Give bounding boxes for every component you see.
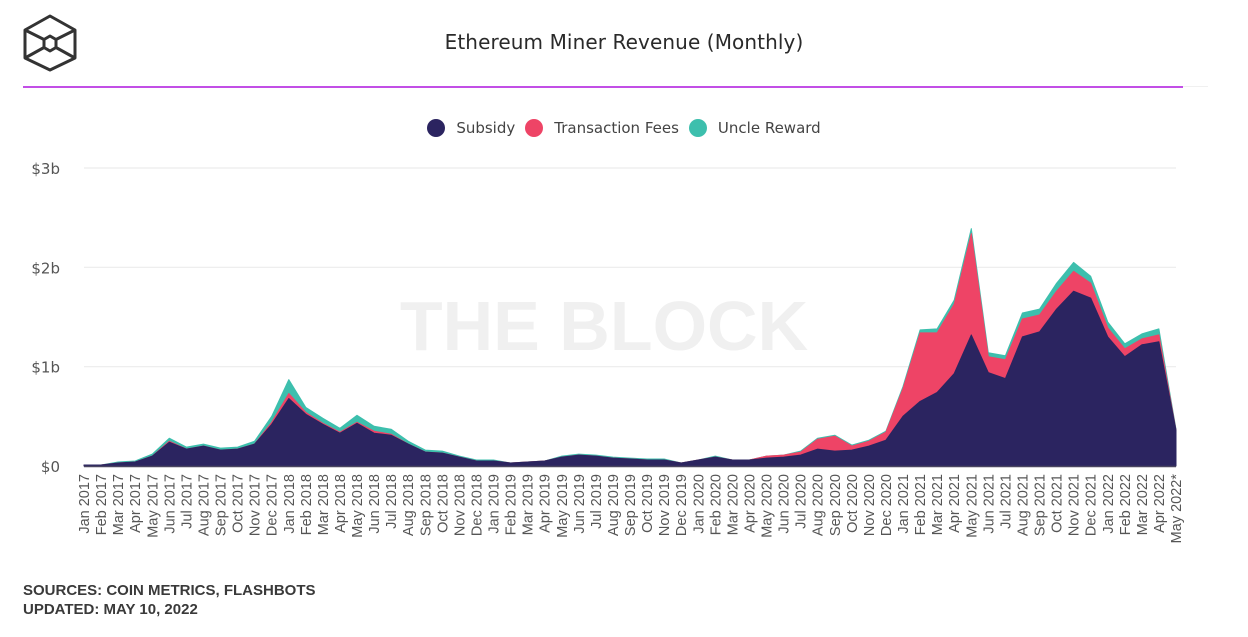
x-tick-label: Mar 2017 [111, 474, 127, 535]
x-tick-label: Feb 2017 [94, 474, 110, 535]
legend-item-transaction-fees[interactable]: Transaction Fees [525, 119, 679, 137]
x-tick-label: Oct 2021 [1050, 474, 1066, 533]
x-tick-label: May 2017 [145, 474, 161, 538]
y-tick-label: $1b [31, 359, 60, 377]
x-tick-label: Apr 2019 [538, 474, 554, 533]
x-tick-label: Jul 2018 [384, 474, 400, 529]
x-tick-label: Feb 2019 [504, 474, 520, 535]
legend: Subsidy Transaction Fees Uncle Reward [0, 119, 1248, 137]
x-tick-label: Nov 2019 [657, 474, 673, 536]
x-tick-label: Jan 2019 [487, 474, 503, 534]
x-tick-label: Jan 2017 [77, 474, 93, 534]
x-tick-label: Nov 2021 [1067, 474, 1083, 536]
x-tick-label: Jan 2021 [896, 474, 912, 534]
x-tick-label: Jul 2020 [794, 474, 810, 529]
x-tick-label: Feb 2022 [1118, 474, 1134, 535]
x-tick-label: Sep 2017 [214, 474, 230, 536]
watermark: THE BLOCK [400, 287, 808, 365]
legend-swatch-transaction-fees [525, 119, 544, 137]
x-tick-label: Feb 2018 [299, 474, 315, 535]
x-tick-label: Jun 2018 [367, 474, 383, 534]
x-axis-tick-labels: Jan 2017 Feb 2017 Mar 2017 Apr 2017 May 2017… [77, 474, 1185, 544]
x-tick-label: Sep 2018 [418, 474, 434, 536]
x-tick-label: Aug 2021 [1015, 474, 1031, 536]
legend-swatch-subsidy [427, 119, 446, 137]
x-tick-label: Dec 2017 [265, 474, 281, 536]
x-tick-label: Dec 2021 [1084, 474, 1100, 536]
x-tick-label: Jun 2017 [162, 474, 178, 534]
x-tick-label: Oct 2017 [231, 474, 247, 533]
y-tick-label: $3b [31, 160, 60, 178]
x-tick-label: Sep 2019 [623, 474, 639, 536]
x-tick-label: Apr 2021 [947, 474, 963, 533]
x-tick-label: Mar 2020 [725, 474, 741, 535]
x-tick-label: Apr 2020 [742, 474, 758, 533]
x-tick-label: Jan 2020 [691, 474, 707, 534]
x-tick-label: Mar 2021 [930, 474, 946, 535]
x-tick-label: Nov 2018 [452, 474, 468, 536]
footer: SOURCES: COIN METRICS, FLASHBOTS UPDATED… [23, 581, 316, 619]
x-tick-label: Dec 2020 [879, 474, 895, 536]
x-tick-label: Apr 2017 [128, 474, 144, 533]
legend-label-subsidy: Subsidy [456, 119, 516, 137]
title-divider-extension [1183, 86, 1208, 87]
legend-label-uncle-reward: Uncle Reward [717, 119, 821, 137]
legend-item-subsidy[interactable]: Subsidy [427, 119, 515, 137]
x-tick-label: Mar 2018 [316, 474, 332, 535]
updated-text: UPDATED: MAY 10, 2022 [23, 601, 198, 618]
x-tick-label: Jul 2021 [998, 474, 1014, 529]
x-tick-label: Jun 2020 [777, 474, 793, 534]
x-tick-label: Apr 2018 [333, 474, 349, 533]
x-tick-label: Mar 2022 [1135, 474, 1151, 535]
stacked-area-chart: $0$1b$2b$3b THE BLOCK Jan 2017 Feb 2017 Ma… [31, 160, 1185, 544]
x-tick-label: Nov 2020 [862, 474, 878, 536]
chart-title: Ethereum Miner Revenue (Monthly) [444, 30, 804, 54]
legend-label-transaction-fees: Transaction Fees [554, 119, 679, 137]
x-tick-label: Jul 2019 [589, 474, 605, 529]
x-tick-label: Oct 2018 [435, 474, 451, 533]
x-tick-label: May 2021 [964, 474, 980, 538]
sources-text: SOURCES: COIN METRICS, FLASHBOTS [23, 582, 316, 599]
x-tick-label: Aug 2020 [811, 474, 827, 536]
x-tick-label: May 2019 [555, 474, 571, 538]
x-tick-label: Jun 2019 [572, 474, 588, 534]
the-block-logo-icon [23, 14, 77, 72]
x-tick-label: Dec 2019 [674, 474, 690, 536]
x-tick-label: Sep 2020 [828, 474, 844, 536]
x-tick-label: Mar 2019 [521, 474, 537, 535]
legend-item-uncle-reward[interactable]: Uncle Reward [688, 119, 821, 137]
y-tick-label: $0 [41, 458, 60, 476]
x-tick-label: Aug 2017 [196, 474, 212, 536]
x-tick-label: Aug 2019 [606, 474, 622, 536]
y-tick-label: $2b [31, 259, 60, 277]
x-tick-label: May 2020 [760, 474, 776, 538]
x-tick-label: May 2022* [1169, 474, 1185, 544]
x-tick-label: Jan 2018 [282, 474, 298, 534]
x-tick-label: Oct 2020 [845, 474, 861, 533]
x-tick-label: Sep 2021 [1033, 474, 1049, 536]
title-divider [23, 86, 1183, 88]
x-tick-label: May 2018 [350, 474, 366, 538]
x-tick-label: Jan 2022 [1101, 474, 1117, 534]
legend-swatch-uncle-reward [688, 119, 707, 137]
x-tick-label: Jul 2017 [179, 474, 195, 529]
x-tick-label: Dec 2018 [469, 474, 485, 536]
x-tick-label: Jun 2021 [981, 474, 997, 534]
series-areas [83, 228, 1177, 468]
x-tick-label: Feb 2020 [708, 474, 724, 535]
y-axis-tick-labels: $0 $1b $2b $3b [31, 160, 60, 476]
x-tick-label: Feb 2021 [913, 474, 929, 535]
x-tick-label: Nov 2017 [248, 474, 264, 536]
x-tick-label: Oct 2019 [640, 474, 656, 533]
x-tick-label: Apr 2022 [1152, 474, 1168, 533]
x-tick-label: Aug 2018 [401, 474, 417, 536]
